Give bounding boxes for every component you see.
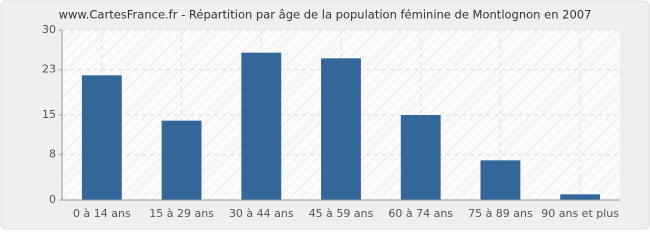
y-tick-label: 8 [49, 148, 56, 161]
bar [81, 75, 122, 200]
bar [400, 115, 441, 200]
x-tick-label: 75 à 89 ans [468, 207, 533, 220]
y-tick-label: 23 [42, 63, 56, 76]
x-tick-label: 0 à 14 ans [73, 207, 131, 220]
x-tick-label: 15 à 29 ans [149, 207, 214, 220]
bar [560, 194, 601, 200]
y-tick-label: 30 [42, 23, 56, 36]
chart: www.CartesFrance.fr - Répartition par âg… [0, 0, 650, 230]
bar [241, 52, 282, 200]
x-tick-label: 90 ans et plus [541, 207, 619, 220]
bar [161, 120, 202, 200]
x-tick-label: 60 à 74 ans [388, 207, 453, 220]
y-tick-label: 0 [49, 193, 56, 206]
x-tick-label: 45 à 59 ans [309, 207, 374, 220]
bar [480, 160, 521, 200]
chart-title: www.CartesFrance.fr - Répartition par âg… [59, 8, 592, 22]
bar [321, 58, 361, 201]
y-tick-label: 15 [42, 108, 56, 121]
x-tick-label: 30 à 44 ans [229, 207, 294, 220]
